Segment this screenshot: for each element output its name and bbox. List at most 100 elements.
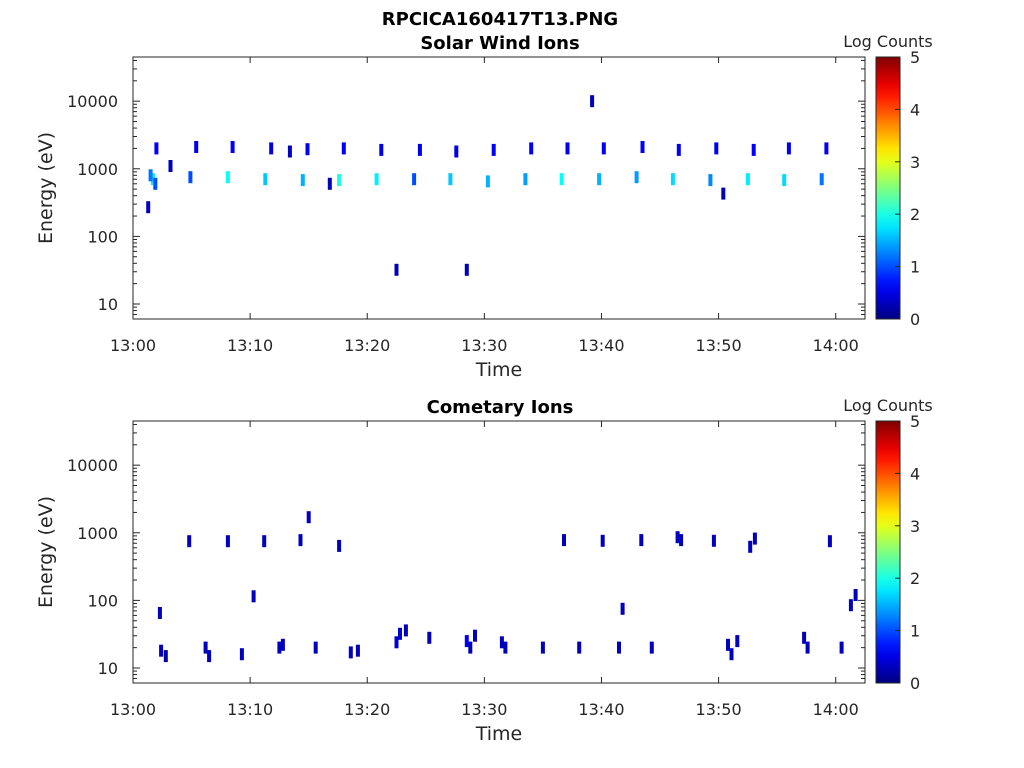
colorbar-tick-label: 2 <box>910 569 920 588</box>
x-tick-label: 13:50 <box>696 700 742 719</box>
colorbar-tick-label: 1 <box>910 258 920 277</box>
data-point <box>187 535 192 548</box>
colorbar-tick-label: 4 <box>910 100 920 119</box>
data-point <box>559 173 564 186</box>
colorbar-tick-label: 0 <box>910 674 920 693</box>
data-point <box>819 173 824 186</box>
colorbar-label: Log Counts <box>843 32 933 51</box>
data-point <box>639 534 644 547</box>
data-point <box>649 641 654 654</box>
data-point <box>735 635 740 648</box>
x-tick-label: 13:50 <box>696 336 742 355</box>
data-point <box>708 174 713 187</box>
data-point <box>711 534 716 547</box>
data-point <box>239 648 244 661</box>
data-point <box>427 631 432 644</box>
data-point <box>752 532 757 545</box>
data-point <box>146 201 151 214</box>
data-point <box>148 169 153 182</box>
data-point <box>337 174 342 187</box>
data-point <box>379 143 384 156</box>
data-point <box>355 644 360 657</box>
data-point <box>230 141 235 153</box>
plot-frame <box>132 420 866 684</box>
colorbar-tick-label: 5 <box>910 412 920 431</box>
data-point <box>277 641 282 654</box>
data-point <box>300 174 305 187</box>
data-point <box>827 535 832 548</box>
x-tick-label: 13:00 <box>110 700 156 719</box>
y-tick-label: 10000 <box>67 92 118 111</box>
data-point <box>464 263 469 276</box>
colorbar-gradient <box>875 56 901 320</box>
y-tick-label: 10 <box>98 659 118 678</box>
data-point <box>341 142 346 155</box>
data-point <box>670 173 675 186</box>
data-point <box>748 540 753 553</box>
colorbar-tick-label: 1 <box>910 622 920 641</box>
data-point <box>617 641 621 654</box>
data-point <box>468 641 473 654</box>
data-point <box>721 187 726 200</box>
data-point <box>157 607 162 619</box>
data-point <box>154 142 159 155</box>
data-point <box>848 599 853 612</box>
data-point <box>263 173 268 186</box>
colorbar-tick-label: 2 <box>910 205 920 224</box>
colorbar-tick-label: 4 <box>910 464 920 483</box>
data-point <box>225 535 230 548</box>
x-axis-label: Time <box>475 723 523 745</box>
data-point <box>620 602 625 615</box>
data-point <box>590 95 595 108</box>
y-tick-label: 100 <box>87 591 118 610</box>
data-point <box>348 646 353 659</box>
data-point <box>675 531 680 544</box>
y-tick-label: 10000 <box>67 456 118 475</box>
data-point <box>374 173 379 186</box>
data-point <box>726 638 730 651</box>
x-tick-label: 13:20 <box>344 336 390 355</box>
data-point <box>802 631 807 644</box>
data-point <box>600 534 605 547</box>
x-tick-label: 13:10 <box>227 336 273 355</box>
y-axis-label: Energy (eV) <box>35 132 57 244</box>
data-point <box>597 173 602 186</box>
data-point <box>398 627 402 640</box>
figure-filename-title: RPCICA160417T13.PNG <box>382 9 618 30</box>
data-point <box>153 177 158 190</box>
data-point <box>262 535 267 548</box>
data-point <box>714 142 719 155</box>
x-axis-label: Time <box>475 359 523 381</box>
data-point <box>729 648 734 661</box>
data-point <box>394 263 399 276</box>
data-point <box>824 142 829 155</box>
panels-group: Solar Wind Ions 13:00 13:10 13:20 13:30 13:40… <box>35 32 933 745</box>
y-tick-label: 1000 <box>77 160 118 179</box>
data-point <box>562 534 566 547</box>
panel-title: Cometary Ions <box>427 397 574 418</box>
data-point <box>417 143 422 156</box>
data-point <box>640 141 645 153</box>
data-point <box>499 636 504 649</box>
colorbar-label: Log Counts <box>843 396 933 415</box>
data-point <box>412 173 417 186</box>
data-point <box>188 171 193 184</box>
data-point <box>676 143 681 156</box>
data-point <box>280 638 285 651</box>
y-axis-label: Energy (eV) <box>35 496 57 608</box>
colorbar-tick-label: 3 <box>910 517 920 536</box>
data-points <box>146 95 829 276</box>
data-point <box>168 160 173 172</box>
x-tick-label: 13:00 <box>110 336 156 355</box>
x-tick-label: 14:00 <box>813 700 859 719</box>
data-point <box>491 143 496 156</box>
data-point <box>503 641 508 654</box>
plot-frame <box>132 56 866 320</box>
x-tick-label: 13:40 <box>578 336 624 355</box>
colorbar-tick-label: 0 <box>910 310 920 329</box>
data-point <box>751 143 756 156</box>
